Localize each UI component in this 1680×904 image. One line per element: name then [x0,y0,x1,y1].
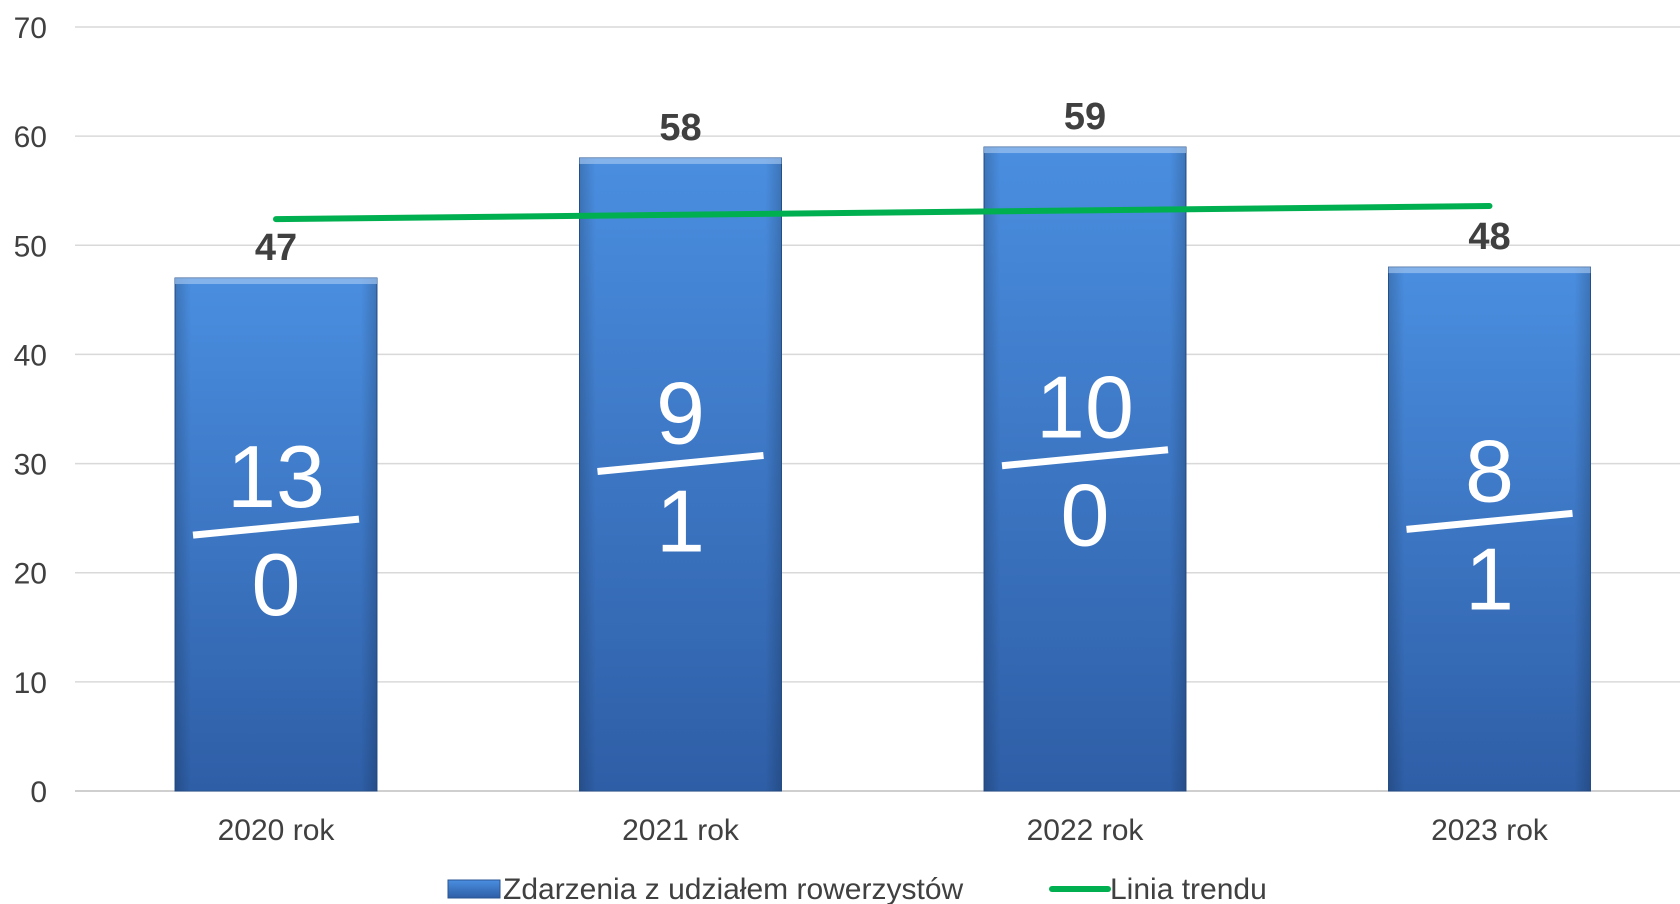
y-tick-label: 60 [14,121,47,154]
bar-top-highlight [579,157,782,164]
bar-value-label: 48 [1468,216,1510,258]
y-tick-label: 40 [14,339,47,372]
bar-top-highlight [175,278,377,285]
y-tick-label: 20 [14,558,47,591]
x-tick-label: 2021 rok [622,814,740,847]
fraction-bottom: 0 [252,535,301,634]
y-tick-label: 0 [30,776,47,809]
bar-top-highlight [1388,267,1591,274]
trend-line [273,202,1493,223]
bar-shade [579,157,782,791]
legend-bar-swatch [447,879,501,899]
bar-value-label: 59 [1064,96,1106,138]
trend-line-group [273,202,1493,223]
x-tick-label: 2022 rok [1027,814,1145,847]
fraction-line [192,515,360,539]
fraction-bottom: 1 [656,471,705,570]
legend: Zdarzenia z udziałem rowerzystów Linia tr… [447,873,1267,904]
x-axis: 2020 rok 2021 rok 2022 rok 2023 rok [218,814,1549,847]
fraction-top: 9 [656,363,705,462]
fraction-top: 8 [1465,421,1514,520]
fraction-line [1001,446,1169,470]
y-tick-label: 10 [14,667,47,700]
y-tick-label: 50 [14,230,47,263]
bar-value-label: 47 [255,227,297,269]
y-tick-label: 30 [14,449,47,482]
y-axis: 0 10 20 30 40 50 60 70 [14,12,47,809]
fraction-top: 13 [227,427,325,526]
x-tick-label: 2023 rok [1431,814,1549,847]
y-tick-label: 70 [14,12,47,45]
fraction-bottom: 1 [1465,529,1514,628]
bar-value-label: 58 [659,107,701,149]
fraction-line [597,452,764,475]
x-tick-label: 2020 rok [218,814,336,847]
bar-top-highlight [984,147,1186,154]
fraction-top: 10 [1036,358,1134,457]
bar-shade [984,147,1186,792]
fraction-line [1406,509,1573,533]
legend-trend-label: Linia trendu [1110,873,1267,904]
fraction-bottom: 0 [1061,466,1110,565]
legend-bar-label: Zdarzenia z udziałem rowerzystów [503,873,964,904]
